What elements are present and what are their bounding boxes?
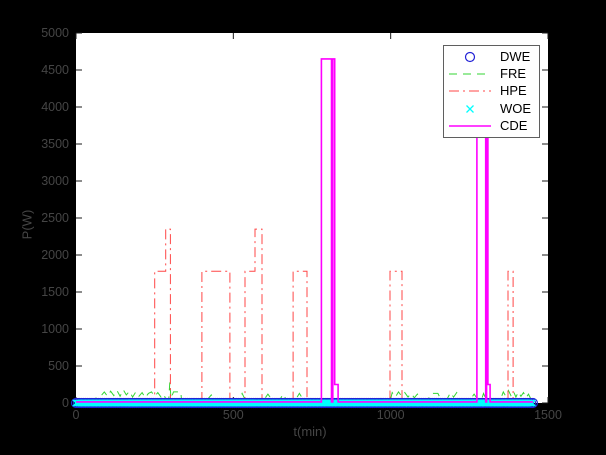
legend-item-dwe: DWE — [446, 48, 539, 65]
woe-x-marker-icon — [446, 102, 494, 116]
legend-label-hpe: HPE — [500, 83, 527, 99]
x-tick-label: 1500 — [534, 408, 562, 422]
fre-dashed-line-icon — [446, 67, 494, 81]
legend-label-cde: CDE — [500, 118, 528, 134]
x-axis-label: t(min) — [293, 424, 327, 439]
dwe-circle-marker-icon — [446, 50, 494, 64]
series-cde — [76, 58, 533, 403]
y-tick-label: 4000 — [41, 100, 69, 114]
y-tick-label: 3000 — [41, 174, 69, 188]
series-fre — [88, 382, 532, 400]
legend-item-hpe: HPE — [446, 83, 539, 100]
y-tick-label: 3500 — [41, 137, 69, 151]
y-tick-label: 2500 — [41, 211, 69, 225]
legend-item-cde: CDE — [446, 118, 539, 135]
y-tick-label: 5000 — [41, 26, 69, 40]
y-tick-label: 2000 — [41, 248, 69, 262]
hpe-dashdot-line-icon — [446, 84, 494, 98]
y-tick-label: 1500 — [41, 285, 69, 299]
legend-item-woe: WOE — [446, 100, 539, 117]
series-woe — [72, 399, 536, 407]
x-tick-label: 1000 — [377, 408, 405, 422]
y-tick-label: 1000 — [41, 322, 69, 336]
legend-label-dwe: DWE — [500, 48, 531, 64]
x-tick-label: 500 — [223, 408, 244, 422]
cde-solid-line-icon — [446, 119, 494, 133]
legend-label-woe: WOE — [500, 100, 532, 116]
y-axis-label: P(W) — [19, 209, 35, 240]
y-tick-label: 4500 — [41, 63, 69, 77]
legend-label-fre: FRE — [500, 66, 526, 82]
x-tick-label: 0 — [73, 408, 80, 422]
legend-item-fre: FRE — [446, 66, 539, 83]
y-tick-label: 500 — [48, 359, 69, 373]
legend: DWE FRE HPE WOE CDE — [443, 45, 540, 138]
y-tick-label: 0 — [62, 396, 69, 410]
